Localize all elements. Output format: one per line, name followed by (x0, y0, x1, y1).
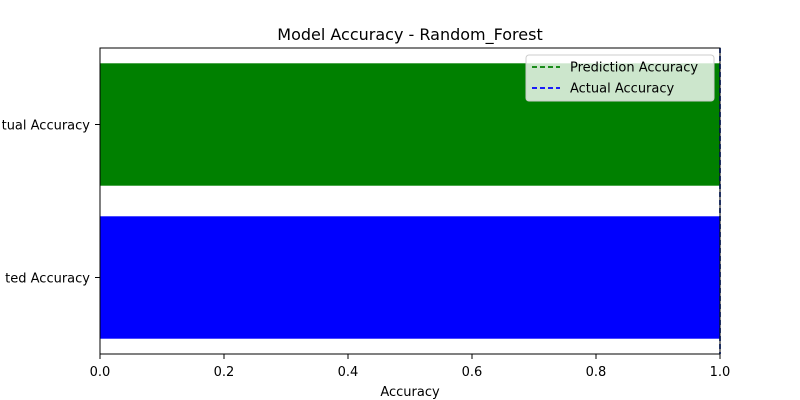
x-tick-label: 0.0 (90, 365, 111, 380)
x-tick-label: 0.6 (462, 365, 483, 380)
chart-title: Model Accuracy - Random_Forest (277, 25, 542, 45)
legend-entry: Actual Accuracy (570, 82, 675, 97)
bars (100, 63, 720, 339)
legend-entry: Prediction Accuracy (570, 61, 698, 76)
legend: Prediction Accuracy Actual Accuracy (525, 54, 715, 102)
axes (99, 47, 721, 355)
x-tick-label: 0.8 (586, 365, 607, 380)
x-tick-label: 0.2 (214, 365, 235, 380)
plot-frame (99, 47, 721, 355)
x-tick-label: 0.4 (338, 365, 359, 380)
y-tick-label: tual Accuracy (2, 119, 91, 134)
legend-box (525, 54, 715, 102)
x-axis-label: Accuracy (380, 385, 440, 400)
x-tick-label: 1.0 (710, 365, 731, 380)
x-axis-ticks: 0.0 0.2 0.4 0.6 0.8 1.0 (90, 354, 731, 380)
y-axis-ticks: ted Accuracy tual Accuracy (2, 119, 100, 287)
bar-predicted-accuracy (100, 216, 720, 339)
y-tick-label: ted Accuracy (5, 272, 90, 287)
